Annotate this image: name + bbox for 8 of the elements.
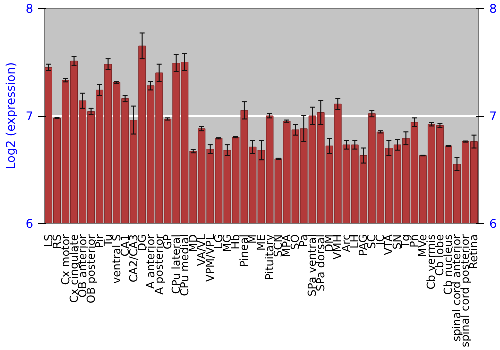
y2-tick-label: 8: [490, 2, 498, 16]
y-tick-label: 6: [26, 217, 34, 231]
y-axis-title: Log2 (expression): [4, 62, 18, 170]
y-tick-label: 7: [26, 110, 34, 124]
y2-tick-label: 6: [490, 217, 498, 231]
y-tick-label: 8: [26, 2, 34, 16]
y2-tick-label: 7: [490, 110, 498, 124]
x-tick-label: Retina: [468, 234, 481, 270]
